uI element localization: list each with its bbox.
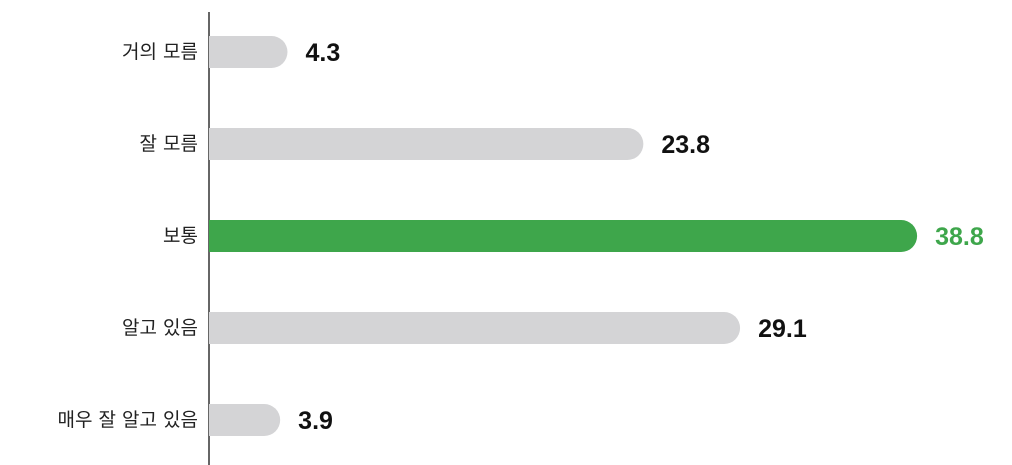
value-label: 29.1 (758, 315, 807, 343)
bar (209, 312, 741, 344)
bar (209, 128, 644, 160)
value-label: 38.8 (935, 223, 984, 251)
category-label: 매우 잘 알고 있음 (58, 409, 198, 431)
category-label: 보통 (163, 225, 198, 247)
bar (209, 404, 281, 436)
category-label: 알고 있음 (122, 317, 198, 339)
category-label: 잘 모름 (140, 133, 198, 155)
bar (209, 36, 288, 68)
value-label: 3.9 (298, 407, 333, 435)
value-label: 4.3 (305, 39, 340, 67)
category-label: 거의 모름 (122, 41, 198, 63)
bar (209, 220, 918, 252)
value-label: 23.8 (661, 131, 710, 159)
